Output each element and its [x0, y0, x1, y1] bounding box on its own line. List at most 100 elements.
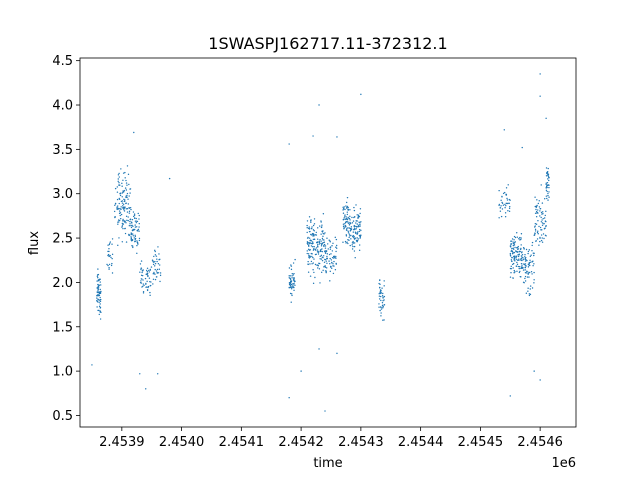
data-point: [516, 236, 519, 238]
data-point: [98, 313, 100, 316]
data-point: [119, 194, 122, 197]
data-point: [355, 220, 357, 222]
data-point: [547, 192, 549, 195]
data-point: [536, 238, 539, 240]
data-point: [380, 308, 383, 310]
data-point: [528, 293, 531, 295]
data-point: [154, 273, 156, 275]
data-point: [355, 239, 358, 242]
data-point: [134, 224, 136, 226]
data-point: [343, 225, 345, 227]
data-point: [118, 198, 121, 200]
data-point: [128, 210, 131, 213]
data-point: [548, 176, 550, 179]
data-point: [518, 254, 520, 256]
data-point: [148, 271, 150, 273]
y-axis: 0.5 1.0 1.5 2.0 2.5 3.0 3.5 4.0 4.5: [52, 54, 80, 424]
data-point: [329, 248, 332, 250]
data-point: [382, 292, 384, 295]
data-point: [100, 284, 102, 286]
data-point: [347, 209, 349, 211]
data-point: [325, 249, 327, 252]
data-point: [116, 186, 118, 188]
data-point: [159, 274, 162, 277]
data-point: [306, 231, 308, 234]
data-point: [355, 222, 357, 224]
data-point: [159, 272, 162, 274]
data-point: [343, 206, 345, 208]
data-point: [531, 244, 533, 247]
data-point: [523, 248, 525, 250]
x-axis-label: time: [313, 456, 342, 471]
data-point: [132, 225, 134, 228]
data-point: [120, 213, 123, 216]
data-point: [334, 269, 337, 271]
data-point: [546, 197, 548, 200]
x-axis: 2.4539 2.4540 2.4541 2.4542 2.4543 2.4544 2.45…: [99, 427, 563, 450]
data-point: [97, 289, 99, 291]
data-point: [114, 202, 117, 205]
data-point: [331, 261, 333, 264]
data-point: [498, 204, 500, 207]
data-point: [529, 293, 532, 296]
data-point: [153, 271, 155, 274]
data-point: [289, 283, 292, 285]
data-point: [353, 227, 356, 229]
data-point: [128, 183, 130, 186]
data-point: [510, 259, 513, 261]
data-point: [358, 228, 361, 231]
data-point: [126, 211, 129, 213]
data-point: [547, 184, 549, 186]
data-point: [521, 254, 524, 256]
data-point: [526, 259, 528, 262]
data-point: [521, 256, 523, 258]
data-point: [545, 225, 547, 227]
data-point: [513, 272, 515, 274]
data-point: [308, 216, 311, 218]
data-point: [511, 240, 513, 242]
data-point: [533, 271, 535, 274]
data-point: [118, 237, 120, 239]
data-point: [152, 260, 154, 262]
x-tick-label: 2.4543: [338, 435, 384, 450]
data-point: [140, 268, 142, 271]
data-point: [355, 232, 357, 235]
data-point: [345, 235, 348, 237]
data-point: [108, 267, 110, 269]
data-point: [307, 260, 309, 263]
data-point: [541, 222, 544, 224]
data-point: [537, 219, 539, 222]
data-point: [111, 243, 113, 245]
data-point: [130, 221, 133, 223]
data-point: [117, 219, 120, 221]
data-point: [345, 205, 347, 207]
data-point: [316, 249, 319, 251]
data-point: [530, 254, 532, 256]
data-point: [342, 209, 344, 211]
data-point: [525, 256, 527, 259]
data-point: [126, 165, 129, 167]
data-point: [321, 250, 323, 253]
data-point: [346, 205, 349, 208]
data-point: [127, 203, 130, 205]
data-point: [347, 230, 349, 233]
data-point: [344, 218, 346, 221]
data-point: [353, 237, 355, 239]
data-point: [121, 202, 124, 204]
data-point: [528, 271, 530, 274]
data-point: [311, 255, 313, 258]
data-point: [145, 282, 147, 285]
data-point: [352, 220, 355, 222]
data-point: [349, 230, 351, 232]
data-point: [540, 221, 543, 223]
data-point: [288, 397, 290, 399]
data-point: [130, 239, 132, 241]
data-point: [378, 306, 380, 308]
data-point: [145, 388, 147, 390]
data-point: [335, 250, 337, 253]
data-point: [125, 179, 127, 182]
data-point: [534, 232, 536, 234]
data-point: [312, 256, 314, 259]
data-point: [545, 220, 547, 223]
data-point: [531, 273, 533, 275]
